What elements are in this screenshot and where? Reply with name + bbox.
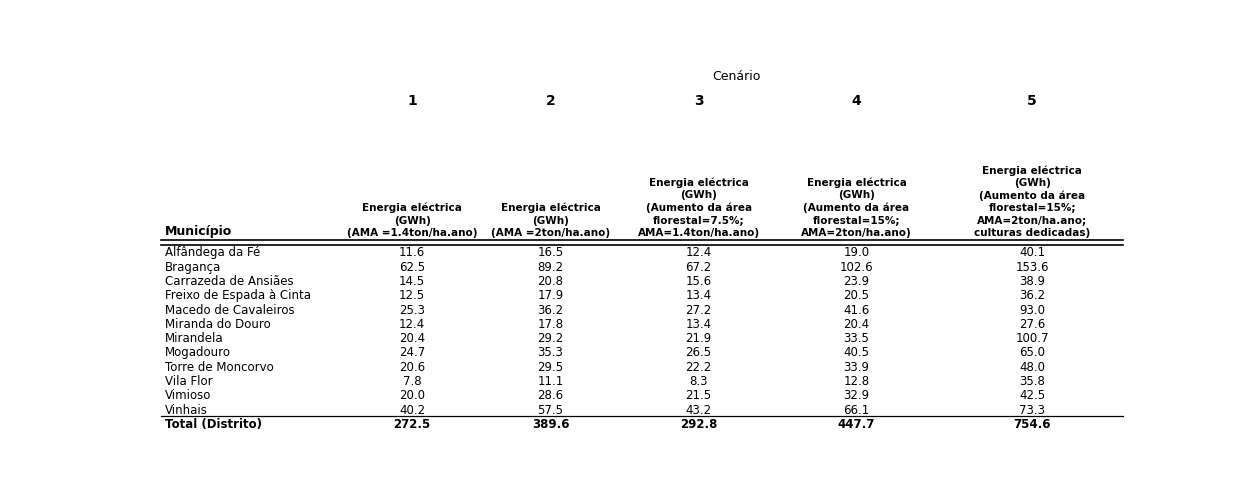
Text: Energia eléctrica
(GWh)
(AMA =1.4ton/ha.ano): Energia eléctrica (GWh) (AMA =1.4ton/ha.… <box>347 203 477 238</box>
Text: 4: 4 <box>852 94 862 108</box>
Text: 3: 3 <box>694 94 703 108</box>
Text: 33.5: 33.5 <box>843 331 869 345</box>
Text: 153.6: 153.6 <box>1015 260 1049 273</box>
Text: Vila Flor: Vila Flor <box>165 374 212 387</box>
Text: 2: 2 <box>546 94 556 108</box>
Text: 5: 5 <box>1027 94 1037 108</box>
Text: 20.6: 20.6 <box>400 360 425 373</box>
Text: 24.7: 24.7 <box>398 346 425 359</box>
Text: 12.5: 12.5 <box>400 289 425 302</box>
Text: 67.2: 67.2 <box>686 260 712 273</box>
Text: 32.9: 32.9 <box>843 388 869 402</box>
Text: Alfândega da Fé: Alfândega da Fé <box>165 246 260 259</box>
Text: Total (Distrito): Total (Distrito) <box>165 417 262 430</box>
Text: 89.2: 89.2 <box>537 260 563 273</box>
Text: Vimioso: Vimioso <box>165 388 211 402</box>
Text: 62.5: 62.5 <box>400 260 425 273</box>
Text: 22.2: 22.2 <box>686 360 712 373</box>
Text: 40.1: 40.1 <box>1019 246 1045 259</box>
Text: 14.5: 14.5 <box>400 274 425 287</box>
Text: 93.0: 93.0 <box>1019 303 1045 316</box>
Text: Vinhais: Vinhais <box>165 403 207 416</box>
Text: 26.5: 26.5 <box>686 346 712 359</box>
Text: 12.4: 12.4 <box>398 317 425 330</box>
Text: 8.3: 8.3 <box>689 374 708 387</box>
Text: 29.5: 29.5 <box>537 360 563 373</box>
Text: 20.8: 20.8 <box>537 274 563 287</box>
Text: Energia eléctrica
(GWh)
(Aumento da área
florestal=15%;
AMA=2ton/ha.ano;
cultura: Energia eléctrica (GWh) (Aumento da área… <box>974 165 1090 238</box>
Text: 12.8: 12.8 <box>843 374 869 387</box>
Text: 21.5: 21.5 <box>686 388 712 402</box>
Text: 15.6: 15.6 <box>686 274 712 287</box>
Text: 11.1: 11.1 <box>537 374 563 387</box>
Text: 40.5: 40.5 <box>843 346 869 359</box>
Text: 292.8: 292.8 <box>679 417 717 430</box>
Text: Mogadouro: Mogadouro <box>165 346 231 359</box>
Text: 42.5: 42.5 <box>1019 388 1045 402</box>
Text: 28.6: 28.6 <box>537 388 563 402</box>
Text: 43.2: 43.2 <box>686 403 712 416</box>
Text: 13.4: 13.4 <box>686 317 712 330</box>
Text: 20.0: 20.0 <box>400 388 425 402</box>
Text: 27.6: 27.6 <box>1019 317 1045 330</box>
Text: 447.7: 447.7 <box>838 417 876 430</box>
Text: 36.2: 36.2 <box>537 303 563 316</box>
Text: 23.9: 23.9 <box>843 274 869 287</box>
Text: 35.3: 35.3 <box>537 346 563 359</box>
Text: 66.1: 66.1 <box>843 403 869 416</box>
Text: 7.8: 7.8 <box>403 374 421 387</box>
Text: 48.0: 48.0 <box>1019 360 1045 373</box>
Text: Macedo de Cavaleiros: Macedo de Cavaleiros <box>165 303 295 316</box>
Text: Mirandela: Mirandela <box>165 331 224 345</box>
Text: 754.6: 754.6 <box>1013 417 1050 430</box>
Text: 13.4: 13.4 <box>686 289 712 302</box>
Text: 389.6: 389.6 <box>532 417 570 430</box>
Text: 17.9: 17.9 <box>537 289 563 302</box>
Text: 21.9: 21.9 <box>686 331 712 345</box>
Text: 1: 1 <box>407 94 417 108</box>
Text: Energia eléctrica
(GWh)
(Aumento da área
florestal=15%;
AMA=2ton/ha.ano): Energia eléctrica (GWh) (Aumento da área… <box>801 177 912 238</box>
Text: 12.4: 12.4 <box>686 246 712 259</box>
Text: Freixo de Espada à Cinta: Freixo de Espada à Cinta <box>165 289 311 302</box>
Text: Município: Município <box>165 225 232 238</box>
Text: 38.9: 38.9 <box>1019 274 1045 287</box>
Text: 35.8: 35.8 <box>1019 374 1045 387</box>
Text: 36.2: 36.2 <box>1019 289 1045 302</box>
Text: 11.6: 11.6 <box>398 246 425 259</box>
Text: 19.0: 19.0 <box>843 246 869 259</box>
Text: Carrazeda de Ansiães: Carrazeda de Ansiães <box>165 274 294 287</box>
Text: 17.8: 17.8 <box>537 317 563 330</box>
Text: 272.5: 272.5 <box>393 417 431 430</box>
Text: 57.5: 57.5 <box>537 403 563 416</box>
Text: 20.5: 20.5 <box>843 289 869 302</box>
Text: Cenário: Cenário <box>712 70 761 83</box>
Text: 20.4: 20.4 <box>843 317 869 330</box>
Text: Torre de Moncorvo: Torre de Moncorvo <box>165 360 274 373</box>
Text: 27.2: 27.2 <box>686 303 712 316</box>
Text: 73.3: 73.3 <box>1019 403 1045 416</box>
Text: 100.7: 100.7 <box>1015 331 1049 345</box>
Text: 41.6: 41.6 <box>843 303 869 316</box>
Text: Energia eléctrica
(GWh)
(AMA =2ton/ha.ano): Energia eléctrica (GWh) (AMA =2ton/ha.an… <box>491 203 611 238</box>
Text: Energia eléctrica
(GWh)
(Aumento da área
florestal=7.5%;
AMA=1.4ton/ha.ano): Energia eléctrica (GWh) (Aumento da área… <box>637 177 759 238</box>
Text: Bragança: Bragança <box>165 260 221 273</box>
Text: 29.2: 29.2 <box>537 331 563 345</box>
Text: 25.3: 25.3 <box>400 303 425 316</box>
Text: 16.5: 16.5 <box>537 246 563 259</box>
Text: 40.2: 40.2 <box>400 403 425 416</box>
Text: 65.0: 65.0 <box>1019 346 1045 359</box>
Text: 33.9: 33.9 <box>843 360 869 373</box>
Text: Miranda do Douro: Miranda do Douro <box>165 317 271 330</box>
Text: 20.4: 20.4 <box>400 331 425 345</box>
Text: 102.6: 102.6 <box>839 260 873 273</box>
